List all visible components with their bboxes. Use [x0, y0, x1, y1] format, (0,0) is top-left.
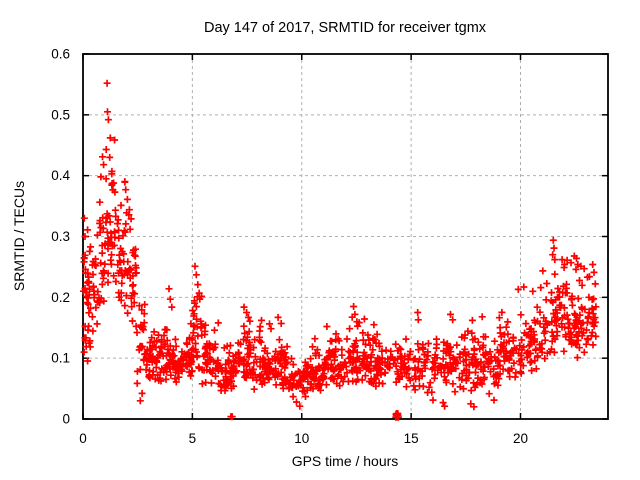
- x-tick-label: 15: [404, 431, 419, 446]
- data-points: [80, 79, 600, 421]
- y-tick-label: 0.2: [51, 290, 70, 305]
- x-tick-label: 5: [189, 431, 197, 446]
- gridlines: [83, 54, 608, 419]
- x-tick-label: 10: [294, 431, 309, 446]
- x-axis-label: GPS time / hours: [292, 453, 399, 469]
- y-tick-label: 0.4: [51, 168, 70, 183]
- scatter-plus-markers: [80, 79, 600, 421]
- chart-title: Day 147 of 2017, SRMTID for receiver tgm…: [204, 20, 487, 36]
- axis-ticks: [82, 53, 608, 420]
- x-tick-label: 20: [513, 431, 528, 446]
- y-tick-label: 0.1: [51, 351, 70, 366]
- y-tick-label: 0.3: [51, 229, 70, 244]
- y-tick-label: 0: [62, 412, 70, 427]
- x-tick-label: 0: [79, 431, 87, 446]
- y-axis-label: SRMTID / TECUs: [11, 181, 27, 291]
- y-tick-labels: 0 0.1 0.2 0.3 0.4 0.5 0.6: [51, 47, 70, 427]
- y-tick-label: 0.5: [51, 107, 70, 122]
- y-tick-label: 0.6: [51, 47, 70, 62]
- x-tick-labels: 0 5 10 15 20: [79, 431, 528, 446]
